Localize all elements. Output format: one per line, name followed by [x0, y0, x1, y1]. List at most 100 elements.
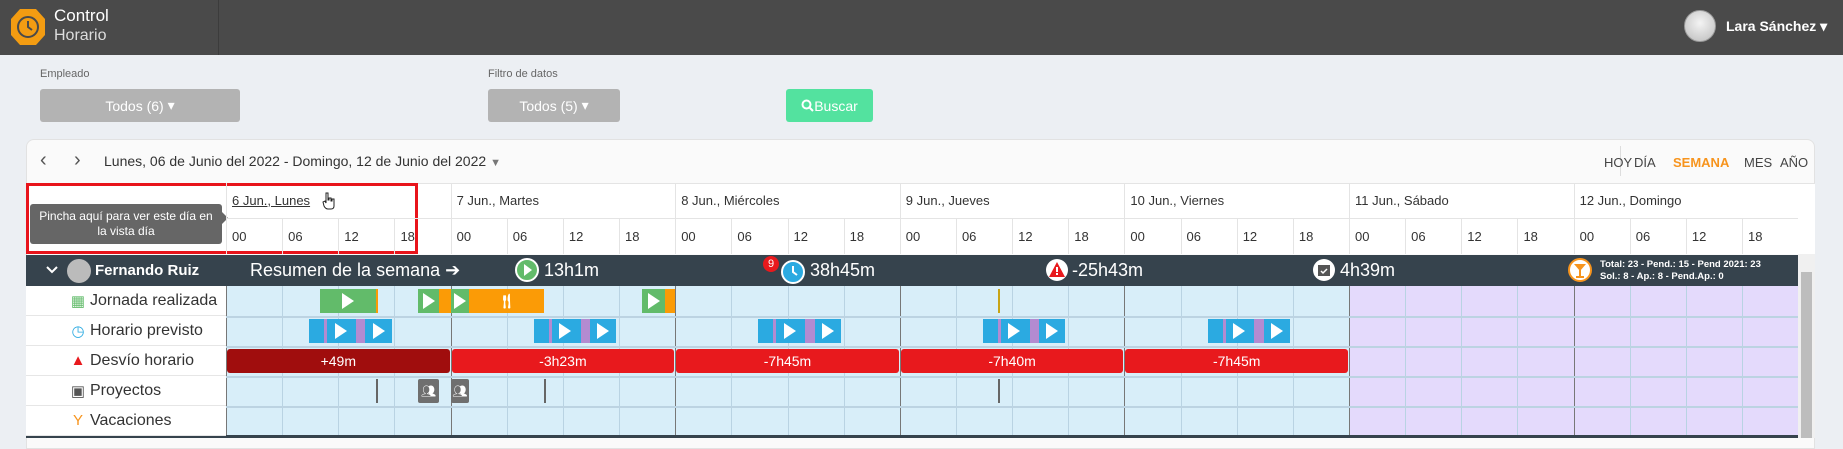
- employee-label: Empleado: [40, 68, 90, 80]
- chevron-down-icon: ▼: [490, 157, 501, 169]
- row-line: [226, 346, 1798, 348]
- row-label-text: Proyectos: [90, 381, 162, 399]
- project-team-segment[interactable]: 👥︎: [417, 379, 440, 403]
- hour-label: 00: [232, 229, 247, 244]
- play-icon: [372, 323, 385, 339]
- row-label-text: Jornada realizada: [90, 291, 218, 309]
- data-filter-dropdown[interactable]: Todos (5) ▾: [488, 89, 620, 122]
- scheduled-segment[interactable]: [533, 319, 550, 343]
- play-icon: [1046, 323, 1059, 339]
- hour-divider: [338, 219, 340, 254]
- date-range-picker[interactable]: Lunes, 06 de Junio del 2022 - Domingo, 1…: [104, 153, 501, 169]
- worked-segment[interactable]: [417, 289, 440, 313]
- search-button[interactable]: Buscar: [786, 89, 873, 122]
- user-menu[interactable]: Lara Sánchez ▾: [1726, 18, 1828, 34]
- app-title: Control: [54, 6, 109, 25]
- deviation-bar[interactable]: -7h45m: [676, 349, 899, 373]
- view-hoy[interactable]: HOY: [1604, 155, 1633, 170]
- meal-break-segment[interactable]: 🍴︎: [469, 289, 545, 313]
- worked-segment[interactable]: [450, 289, 470, 313]
- project-team-segment[interactable]: 👥︎: [450, 379, 470, 403]
- scheduled-segment[interactable]: [365, 319, 392, 343]
- hour-divider: [1292, 219, 1294, 254]
- day-header-link[interactable]: 12 Jun., Domingo: [1579, 193, 1682, 208]
- scheduled-segment[interactable]: [1223, 319, 1255, 343]
- hour-divider: [1461, 219, 1463, 254]
- scheduled-segment[interactable]: [774, 319, 806, 343]
- day-header-link[interactable]: 8 Jun., Miércoles: [681, 193, 780, 208]
- scheduled-break: [998, 319, 1002, 343]
- hour-divider: [1517, 219, 1519, 254]
- play-icon: [515, 258, 539, 282]
- scheduled-break: [324, 319, 328, 343]
- scheduled-segment[interactable]: [758, 319, 775, 343]
- scheduled-break[interactable]: [1029, 319, 1040, 343]
- deviation-bar[interactable]: -7h45m: [1125, 349, 1348, 373]
- scheduled-break[interactable]: [805, 319, 815, 343]
- break-segment[interactable]: [375, 289, 378, 313]
- play-icon: [1233, 323, 1246, 339]
- hour-label: 06: [961, 229, 977, 244]
- scheduled-break[interactable]: [356, 319, 366, 343]
- scheduled-segment[interactable]: [309, 319, 326, 343]
- scheduled-segment[interactable]: [1207, 319, 1224, 343]
- project-mark[interactable]: [998, 379, 1001, 403]
- collapse-chevron-icon[interactable]: [46, 265, 58, 275]
- scheduled-segment[interactable]: [814, 319, 841, 343]
- top-bar: [0, 0, 1843, 55]
- timeline-row: 🍴︎: [226, 286, 1798, 316]
- break-segment[interactable]: [664, 289, 676, 313]
- team-icon: 👥︎: [452, 384, 468, 398]
- deviation-bar[interactable]: -7h40m: [900, 349, 1124, 373]
- notification-badge[interactable]: 9: [763, 256, 779, 272]
- hour-label: 06: [1411, 229, 1426, 244]
- employee-dropdown[interactable]: Todos (6) ▾: [40, 89, 240, 122]
- scheduled-segment[interactable]: [1039, 319, 1066, 343]
- grid-line: [1742, 286, 1744, 435]
- play-icon: [453, 293, 466, 309]
- worked-segment[interactable]: [642, 289, 665, 313]
- view-año[interactable]: AÑO: [1780, 155, 1809, 170]
- view-día[interactable]: DÍA: [1634, 155, 1656, 170]
- grid-line: [1517, 286, 1519, 435]
- day-header-link[interactable]: 11 Jun., Sábado: [1355, 193, 1449, 208]
- prev-week-button[interactable]: ‹: [40, 149, 47, 171]
- view-semana[interactable]: SEMANA: [1673, 155, 1730, 170]
- deviation-bar[interactable]: +49m: [227, 349, 450, 373]
- scheduled-break[interactable]: [580, 319, 591, 343]
- vacation-line: Sol.: 8 - Ap.: 8 - Pend.Ap.: 0: [1600, 271, 1724, 282]
- grid-line: [1405, 286, 1407, 435]
- row-line: [226, 376, 1798, 378]
- hour-divider: [562, 219, 564, 254]
- day-header-link[interactable]: 6 Jun., Lunes: [232, 193, 311, 208]
- scheduled-segment[interactable]: [325, 319, 357, 343]
- deviation-bar[interactable]: -3h23m: [451, 349, 675, 373]
- grid-line: [450, 286, 452, 435]
- project-mark[interactable]: [375, 379, 378, 403]
- break-segment[interactable]: [439, 289, 451, 313]
- grid-line: [1573, 286, 1575, 435]
- scheduled-segment[interactable]: [590, 319, 617, 343]
- row-line: [226, 406, 1798, 408]
- grid-line: [1124, 286, 1126, 435]
- warning-icon: [1046, 259, 1068, 281]
- scrollbar-thumb[interactable]: [1801, 272, 1812, 438]
- scheduled-break[interactable]: [1254, 319, 1264, 343]
- day-header-link[interactable]: 7 Jun., Martes: [456, 193, 539, 208]
- hour-label: 06: [288, 229, 303, 244]
- play-icon: [647, 293, 660, 309]
- row-line: [226, 316, 1798, 318]
- day-header-link[interactable]: 10 Jun., Viernes: [1130, 193, 1225, 208]
- view-mes[interactable]: MES: [1744, 155, 1773, 170]
- worked-segment[interactable]: [319, 289, 376, 313]
- scheduled-segment[interactable]: [549, 319, 581, 343]
- avatar[interactable]: [1684, 10, 1716, 42]
- day-header-link[interactable]: 9 Jun., Jueves: [905, 193, 990, 208]
- next-week-button[interactable]: ›: [74, 149, 81, 171]
- scheduled-segment[interactable]: [998, 319, 1030, 343]
- scheduled-segment[interactable]: [983, 319, 999, 343]
- hour-label: 00: [905, 229, 921, 244]
- project-mark[interactable]: [544, 379, 547, 403]
- time-mark[interactable]: [998, 289, 1001, 313]
- scheduled-segment[interactable]: [1263, 319, 1291, 343]
